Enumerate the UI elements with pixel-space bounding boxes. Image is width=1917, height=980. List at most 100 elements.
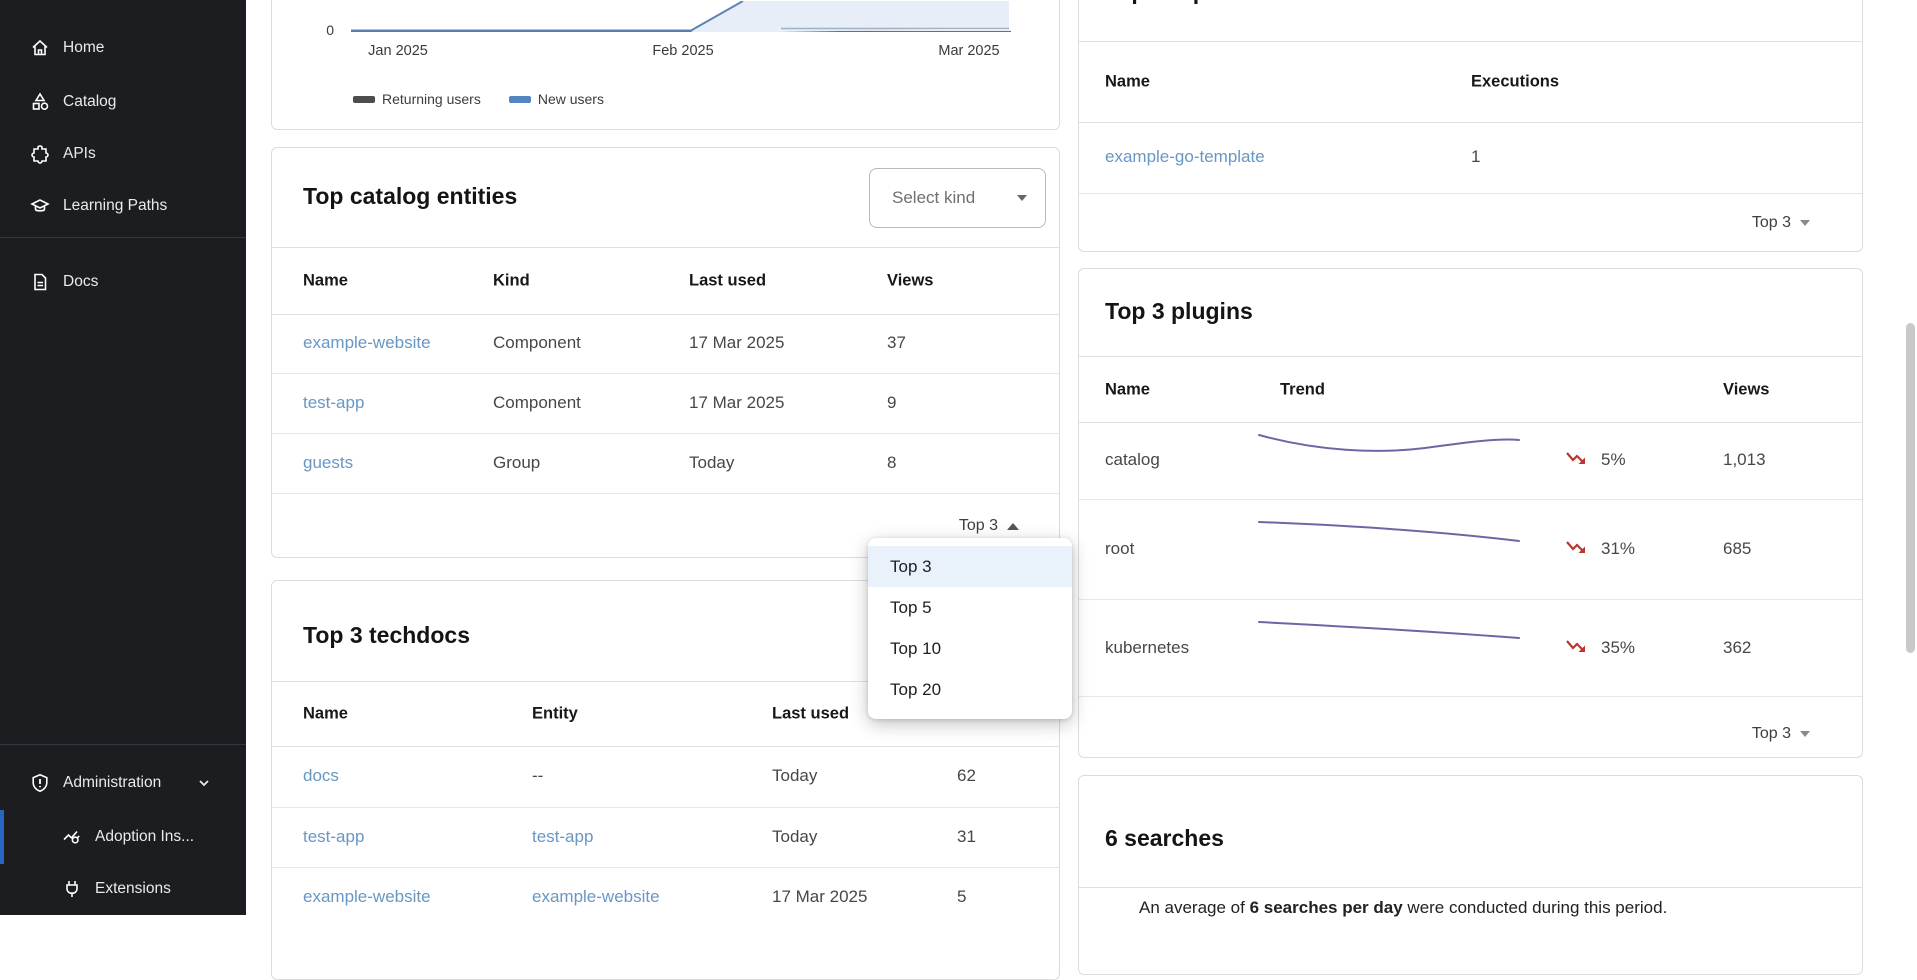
top-n-label: Top 3: [1751, 214, 1791, 231]
top-n-label: Top 3: [958, 517, 998, 534]
x-tick-jan: Jan 2025: [368, 43, 428, 59]
col-header-name: Name: [1105, 72, 1150, 91]
caret-down-icon: [1017, 195, 1027, 201]
chevron-down-icon: [197, 776, 211, 790]
searches-summary-text: An average of 6 searches per day were co…: [1139, 898, 1667, 918]
legend-label: Returning users: [382, 91, 481, 107]
sidebar-item-docs[interactable]: Docs: [0, 262, 246, 302]
last-used-cell: Today: [772, 827, 818, 846]
col-header-last-used: Last used: [689, 271, 767, 290]
entity-link[interactable]: guests: [303, 453, 354, 472]
entity-link[interactable]: test-app: [532, 827, 594, 846]
trending-down-icon: [1566, 639, 1585, 652]
kind-cell: Group: [493, 453, 541, 472]
sidebar-item-extensions[interactable]: Extensions: [0, 869, 246, 909]
card-title: Top 3 plugins: [1105, 298, 1253, 324]
techdoc-link[interactable]: example-website: [303, 887, 431, 906]
col-header-name: Name: [1105, 380, 1150, 398]
entity-cell: --: [532, 766, 544, 785]
sidebar-item-label: Adoption Ins...: [95, 828, 195, 845]
entity-link[interactable]: example-website: [303, 333, 431, 352]
menu-item-top-3[interactable]: Top 3: [868, 546, 1072, 587]
trend-pct-cell: 35%: [1601, 637, 1636, 657]
top-plugins-card: Top 3 plugins Name Trend Views catalog 5…: [1078, 268, 1863, 758]
card-title: Top templates: [1105, 0, 1259, 5]
top-n-selector-open[interactable]: Top 3: [959, 512, 1019, 540]
legend-label: New users: [537, 91, 604, 107]
col-header-name: Name: [303, 271, 348, 290]
table-row: example-website example-website 17 Mar 2…: [272, 867, 1059, 927]
legend-item-new-users: New users: [508, 91, 604, 107]
sidebar-item-label: Extensions: [95, 880, 171, 897]
sidebar-item-label: APIs: [63, 145, 96, 162]
top-n-selector[interactable]: Top 3: [1752, 720, 1810, 748]
plugin-name-cell: kubernetes: [1105, 637, 1190, 657]
sidebar-item-label: Docs: [63, 273, 99, 290]
table-row: guests Group Today 8: [272, 433, 1059, 494]
menu-item-top-5[interactable]: Top 5: [890, 597, 932, 617]
table-row: root 31% 685: [1079, 499, 1862, 600]
views-cell: 31: [957, 827, 976, 846]
plugin-name-cell: root: [1105, 539, 1135, 558]
top-n-menu: Top 3 Top 5 Top 10 Top 20: [868, 538, 1072, 719]
learning-paths-icon: [30, 196, 50, 216]
vertical-scrollbar-thumb[interactable]: [1906, 323, 1915, 653]
views-cell: 9: [887, 393, 897, 412]
entity-link[interactable]: example-website: [532, 887, 660, 906]
kind-cell: Component: [493, 393, 581, 412]
catalog-icon: [30, 92, 50, 112]
x-tick-feb: Feb 2025: [652, 43, 714, 59]
col-header-kind: Kind: [493, 271, 530, 290]
col-header-name: Name: [303, 704, 348, 723]
caret-down-icon: [1800, 731, 1810, 737]
col-header-entity: Entity: [532, 704, 578, 723]
col-header-last-used: Last used: [772, 704, 850, 723]
sidebar-item-adoption-insights[interactable]: Adoption Ins...: [0, 817, 246, 857]
table-row: catalog 5% 1,013: [1079, 421, 1862, 500]
extensions-icon: [62, 879, 82, 899]
views-cell: 685: [1723, 539, 1752, 558]
sidebar-item-label: Administration: [63, 774, 162, 791]
table-header-row: Name Kind Last used Views: [272, 247, 1059, 315]
views-cell: 362: [1723, 637, 1752, 657]
users-area-chart: [351, 1, 1011, 32]
top-n-label: Top 3: [1751, 725, 1791, 742]
menu-item-top-20[interactable]: Top 20: [890, 679, 942, 699]
template-link[interactable]: example-go-template: [1105, 147, 1265, 166]
techdoc-link[interactable]: docs: [303, 766, 339, 785]
sidebar-item-home[interactable]: Home: [0, 28, 246, 68]
trend-sparkline: [1258, 621, 1520, 639]
home-icon: [30, 38, 50, 58]
last-used-cell: 17 Mar 2025: [689, 333, 785, 352]
sidebar-item-learning-paths[interactable]: Learning Paths: [0, 186, 246, 226]
techdoc-link[interactable]: test-app: [303, 827, 365, 846]
views-cell: 1,013: [1723, 450, 1766, 469]
top-n-selector[interactable]: Top 3: [1752, 209, 1810, 237]
table-row: docs -- Today 62: [272, 745, 1059, 808]
sidebar-item-administration[interactable]: Administration: [0, 763, 246, 803]
last-used-cell: 17 Mar 2025: [689, 393, 785, 412]
sidebar-item-label: Learning Paths: [63, 197, 168, 214]
sidebar-item-apis[interactable]: APIs: [0, 134, 246, 174]
last-used-cell: Today: [689, 453, 735, 472]
views-cell: 62: [957, 766, 976, 785]
col-header-views: Views: [1723, 380, 1770, 398]
trend-sparkline: [1258, 434, 1520, 452]
legend-swatch-new: [508, 95, 531, 103]
sidebar-divider: [0, 237, 246, 238]
kind-cell: Component: [493, 333, 581, 352]
card-title: Top catalog entities: [303, 183, 518, 209]
chart-legend: Returning users New users: [353, 91, 622, 107]
sidebar-item-catalog[interactable]: Catalog: [0, 82, 246, 122]
sidebar-item-label: Catalog: [63, 93, 117, 110]
table-row: kubernetes 35% 362: [1079, 599, 1862, 697]
select-kind-placeholder: Select kind: [892, 188, 976, 207]
docs-icon: [30, 272, 50, 292]
last-used-cell: 17 Mar 2025: [772, 887, 868, 906]
table-row: example-go-template 1: [1079, 121, 1862, 194]
select-kind-dropdown[interactable]: Select kind: [869, 168, 1046, 228]
trending-down-icon: [1566, 452, 1585, 464]
menu-item-top-10[interactable]: Top 10: [890, 638, 942, 658]
summary-prefix: An average of: [1139, 898, 1250, 917]
entity-link[interactable]: test-app: [303, 393, 365, 412]
